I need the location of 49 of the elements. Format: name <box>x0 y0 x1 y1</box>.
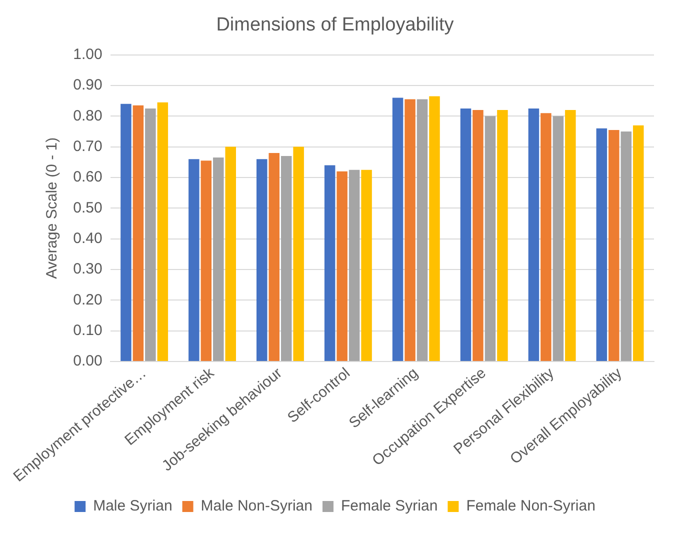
bar <box>608 130 620 362</box>
bar <box>404 99 416 362</box>
bar <box>429 96 440 362</box>
y-tick-label: 0.20 <box>73 291 102 308</box>
bar <box>460 108 472 362</box>
bar <box>200 160 212 362</box>
bar <box>540 113 552 362</box>
bar <box>620 131 632 362</box>
y-tick-label: 0.00 <box>73 352 102 370</box>
legend-label: Male Syrian <box>93 498 172 515</box>
bar <box>268 152 280 362</box>
bar <box>497 110 508 362</box>
bar <box>632 125 644 362</box>
legend-label: Female Non-Syrian <box>466 498 596 515</box>
bar <box>565 110 576 362</box>
y-tick-label: 0.90 <box>73 76 102 94</box>
y-tick-label: 0.70 <box>73 138 102 155</box>
bar <box>336 171 348 362</box>
bar <box>256 159 268 362</box>
bar <box>188 159 200 362</box>
y-axis-title: Average Scale (0 - 1) <box>43 137 60 279</box>
legend-label: Female Syrian <box>340 498 438 515</box>
bar <box>348 170 360 362</box>
y-tick-label: 0.80 <box>73 107 102 124</box>
bar <box>596 128 608 362</box>
bar <box>280 156 292 362</box>
y-tick-label: 0.60 <box>73 168 102 186</box>
bar <box>293 146 304 362</box>
bar <box>392 98 404 362</box>
bar <box>132 105 144 362</box>
bar <box>120 104 132 362</box>
bar <box>157 102 168 362</box>
bar <box>361 170 372 362</box>
bar <box>145 108 156 362</box>
y-tick-label: 0.10 <box>73 322 102 339</box>
legend-label: Male Non-Syrian <box>200 498 313 515</box>
y-tick-label: 0.50 <box>73 199 102 216</box>
y-tick-label: 0.40 <box>73 230 102 247</box>
bar <box>472 110 484 362</box>
bar <box>416 99 428 362</box>
y-tick-label: 0.30 <box>73 260 102 278</box>
bar <box>528 108 540 362</box>
bar <box>324 165 336 362</box>
bar <box>552 116 564 362</box>
chart-title: Dimensions of Employability <box>216 14 454 36</box>
bar <box>484 116 496 362</box>
bar <box>213 158 224 362</box>
bar <box>225 146 236 362</box>
y-tick-label: 1.00 <box>73 46 102 63</box>
